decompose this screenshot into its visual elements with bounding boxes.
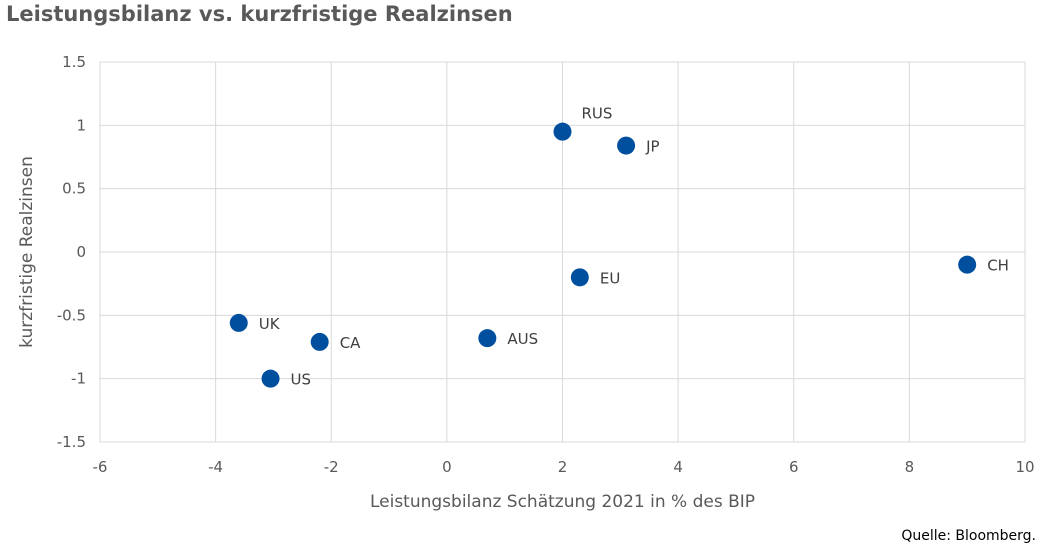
point-label-uk: UK — [259, 315, 281, 333]
y-tick-label: -0.5 — [57, 306, 86, 324]
gridlines — [99, 61, 1026, 443]
x-tick-label: 6 — [789, 458, 799, 476]
x-tick-label: 10 — [1015, 458, 1034, 476]
data-point-rus — [553, 122, 572, 141]
tick-labels: -6 -4 -2 0 2 4 6 8 10 1.5 1 0.5 0 -0.5 -1 -1.5 — [57, 53, 1035, 476]
y-tick-label: 0 — [76, 243, 86, 261]
y-tick-label: 1 — [76, 116, 86, 134]
y-tick-label: 1.5 — [62, 53, 86, 71]
y-tick-label: 0.5 — [62, 180, 86, 198]
data-point-ca — [310, 332, 329, 351]
data-point-eu — [570, 268, 589, 287]
x-tick-label: 8 — [905, 458, 915, 476]
x-tick-label: 4 — [673, 458, 683, 476]
x-axis-title: Leistungsbilanz Schätzung 2021 in % des … — [370, 492, 755, 512]
point-label-eu: EU — [600, 269, 620, 287]
x-tick-label: -2 — [324, 458, 339, 476]
point-label-us: US — [291, 371, 312, 389]
data-point-ch — [958, 255, 977, 274]
y-axis-title: kurzfristige Realzinsen — [17, 156, 37, 348]
chart-title: Leistungsbilanz vs. kurzfristige Realzin… — [6, 2, 513, 26]
data-point-us — [261, 369, 280, 388]
x-tick-label: 0 — [442, 458, 452, 476]
data-point-uk — [229, 313, 248, 332]
x-tick-label: 2 — [558, 458, 568, 476]
y-tick-label: -1.5 — [57, 433, 86, 451]
y-tick-label: -1 — [71, 370, 86, 388]
point-label-ca: CA — [340, 334, 361, 352]
data-points — [229, 122, 977, 388]
point-label-jp: JP — [645, 138, 659, 156]
point-label-rus: RUS — [582, 105, 613, 123]
point-label-aus: AUS — [507, 330, 538, 348]
point-label-ch: CH — [987, 257, 1009, 275]
source-note: Quelle: Bloomberg. — [901, 528, 1036, 544]
point-labels: RUS JP EU CH UK CA AUS US — [259, 105, 1009, 389]
data-point-jp — [617, 136, 636, 155]
x-tick-label: -4 — [208, 458, 223, 476]
x-tick-label: -6 — [93, 458, 108, 476]
data-point-aus — [478, 329, 497, 348]
